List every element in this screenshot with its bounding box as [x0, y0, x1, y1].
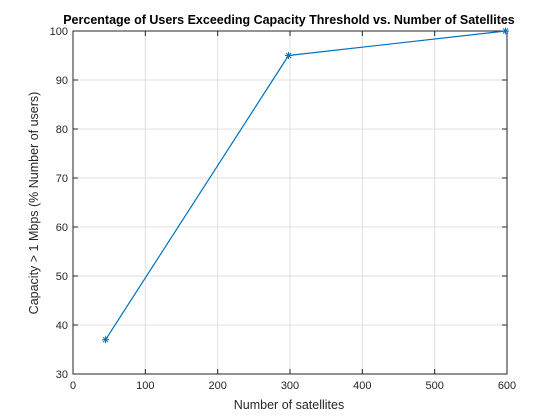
y-tick-label: 90	[56, 75, 68, 87]
x-tick-label: 0	[70, 380, 76, 392]
y-tick-label: 40	[56, 320, 68, 332]
y-tick-label: 100	[50, 26, 68, 38]
x-tick-label: 600	[498, 380, 516, 392]
x-tick-label: 200	[208, 380, 226, 392]
data-point-marker	[502, 27, 510, 35]
x-axis-label: Number of satellites	[234, 398, 344, 412]
grid	[73, 31, 507, 374]
y-tick-label: 80	[56, 124, 68, 136]
axes	[72, 30, 508, 375]
x-tick-label: 400	[353, 380, 371, 392]
data-point-marker	[285, 52, 293, 59]
y-tick-label: 30	[56, 369, 68, 381]
chart-title: Percentage of Users Exceeding Capacity T…	[63, 13, 515, 27]
y-tick-label: 60	[56, 222, 68, 234]
x-tick-label: 300	[281, 380, 299, 392]
y-tick-label: 70	[56, 173, 68, 185]
data-point-marker	[102, 336, 110, 344]
y-axis-label: Capacity > 1 Mbps (% Number of users)	[27, 92, 41, 315]
x-tick-label: 100	[136, 380, 154, 392]
x-tick-label: 500	[425, 380, 443, 392]
series	[102, 27, 510, 344]
tick-labels: 0 100 200 300 400 500 600 30 40 50 60 70 80 90 100	[50, 26, 517, 392]
y-tick-label: 50	[56, 271, 68, 283]
